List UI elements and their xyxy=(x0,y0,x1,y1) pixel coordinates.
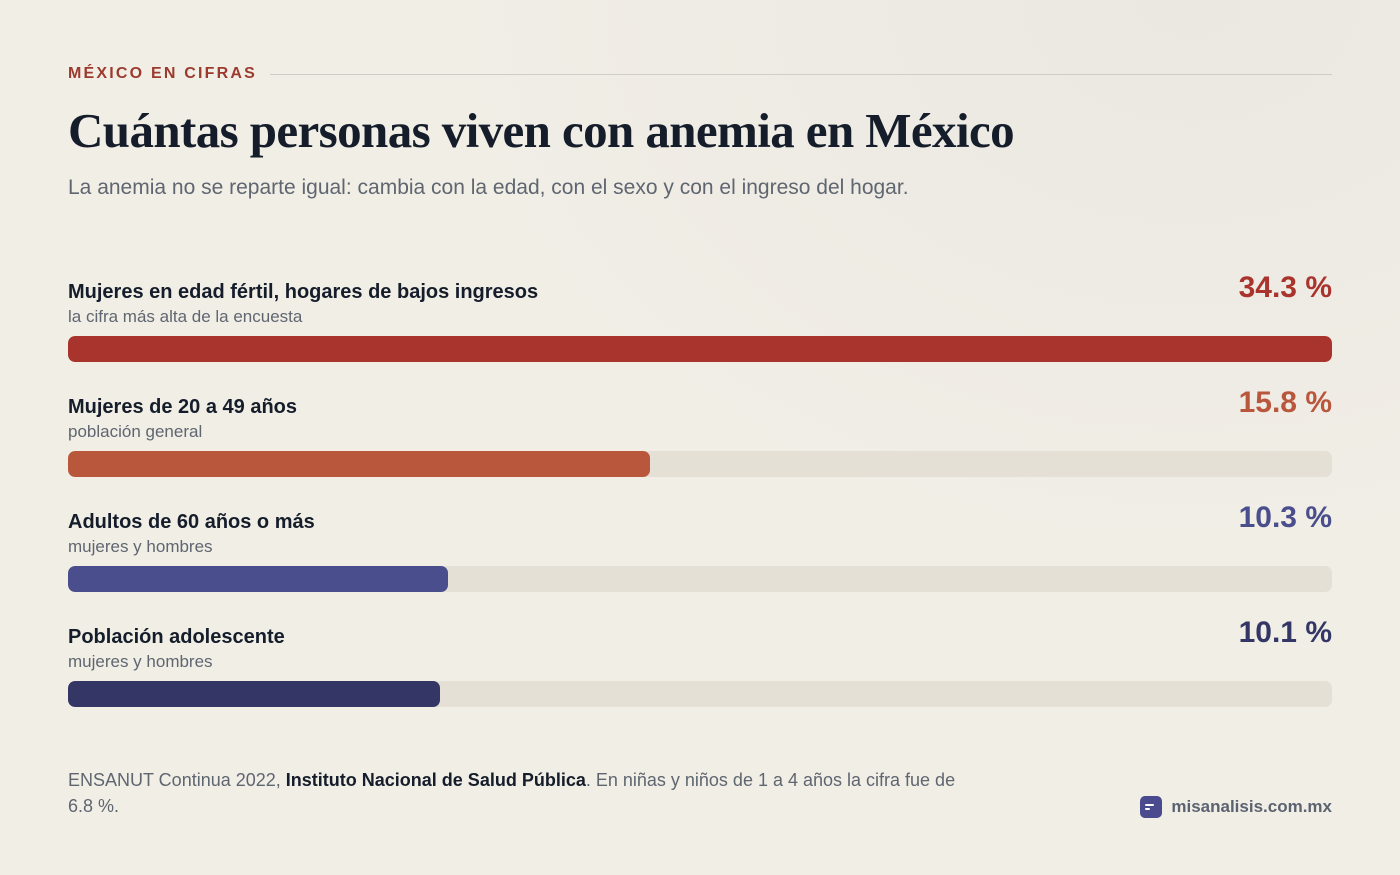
bar xyxy=(68,681,440,707)
bar-row: Población adolescente mujeres y hombres 10… xyxy=(68,613,1332,713)
bar xyxy=(68,451,650,477)
bar-label: Mujeres en edad fértil, hogares de bajos… xyxy=(68,281,539,303)
bar-label: Población adolescente xyxy=(68,626,285,648)
bar-sublabel: mujeres y hombres xyxy=(68,652,213,671)
kicker: MÉXICO EN CIFRAS xyxy=(68,65,257,82)
brand-logo-icon xyxy=(1140,796,1163,818)
kicker-row: MÉXICO EN CIFRAS xyxy=(68,63,1332,85)
source-suffix: . En niñas y niños de 1 a 4 años la cifr… xyxy=(68,770,956,816)
bar-row: Adultos de 60 años o más mujeres y hombre… xyxy=(68,498,1332,598)
bar-track xyxy=(68,681,1332,707)
source-note: ENSANUT Continua 2022, Instituto Naciona… xyxy=(68,767,968,819)
bar xyxy=(68,336,1332,362)
bar-sublabel: la cifra más alta de la encuesta xyxy=(68,307,303,326)
page-title: Cuántas personas viven con anemia en Méx… xyxy=(68,103,1015,158)
bar-track xyxy=(68,336,1332,362)
kicker-divider xyxy=(270,73,1332,75)
bar-track xyxy=(68,451,1332,477)
brand[interactable]: misanalisis.com.mx xyxy=(1140,796,1332,818)
infographic: MÉXICO EN CIFRAS Cuántas personas viven … xyxy=(68,0,1332,875)
bar-label: Mujeres de 20 a 49 años xyxy=(68,396,298,418)
source-organization: Instituto Nacional de Salud Pública xyxy=(285,770,586,790)
bar xyxy=(68,566,448,592)
bar-value-label: 15.8 % xyxy=(1238,386,1332,419)
brand-url[interactable]: misanalisis.com.mx xyxy=(1171,797,1332,816)
bar-value-label: 10.3 % xyxy=(1238,501,1332,534)
bar-label: Adultos de 60 años o más xyxy=(68,511,315,533)
bar-value-label: 34.3 % xyxy=(1238,271,1332,304)
bar-row: Mujeres de 20 a 49 años población general… xyxy=(68,383,1332,483)
page-subtitle: La anemia no se reparte igual: cambia co… xyxy=(68,176,909,199)
bar-sublabel: población general xyxy=(68,422,203,441)
bar-sublabel: mujeres y hombres xyxy=(68,537,213,556)
bar-row: Mujeres en edad fértil, hogares de bajos… xyxy=(68,268,1332,368)
bar-track xyxy=(68,566,1332,592)
bar-value-label: 10.1 % xyxy=(1238,616,1332,649)
source-prefix: ENSANUT Continua 2022, xyxy=(68,770,286,790)
